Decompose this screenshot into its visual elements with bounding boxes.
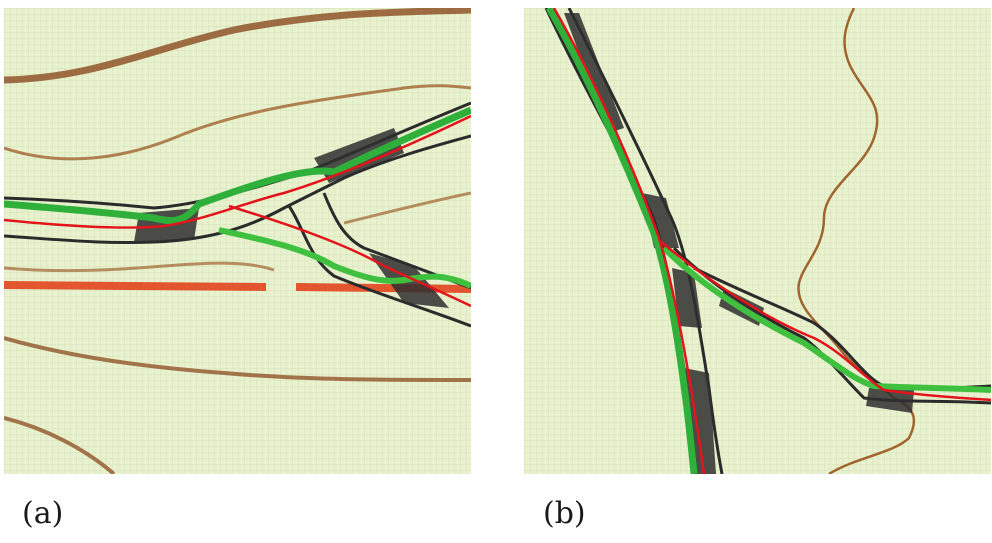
dashed-boundary [295,283,471,293]
map-panel-b [524,8,991,474]
contour-line [797,8,916,474]
contour-line [4,416,116,474]
contour-line [4,84,471,161]
contour-line [4,8,471,84]
ground-truth-line [4,106,471,225]
extracted-centerline [552,8,706,474]
dashed-boundary [4,281,267,291]
road-casing [4,134,471,245]
contour-line [343,191,471,225]
contour-line [4,336,471,382]
ground-truth-line [545,8,698,474]
contour-line [4,261,275,273]
road-fill [564,13,624,133]
extracted-centerline [658,239,991,402]
road-casing [567,8,724,474]
ground-truth-line [218,227,471,289]
map-panel-a [4,8,471,474]
ground-truth-line [661,245,991,393]
road-fill [672,268,702,328]
map-panel-b-svg [524,8,991,474]
caption-a: (a) [22,496,64,531]
road-fill [866,388,914,413]
caption-b: (b) [543,496,586,531]
extracted-centerline [228,204,471,308]
map-panel-a-svg [4,8,471,474]
